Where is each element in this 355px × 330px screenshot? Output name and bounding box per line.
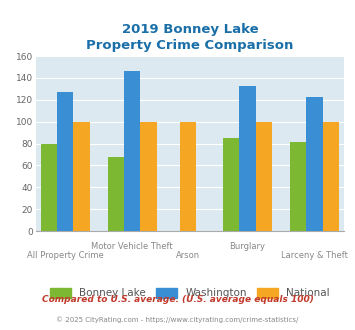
Legend: Bonney Lake, Washington, National: Bonney Lake, Washington, National: [46, 283, 334, 303]
Bar: [256, 122, 272, 231]
Text: Larceny & Theft: Larceny & Theft: [281, 251, 348, 260]
Bar: [180, 122, 196, 231]
Text: © 2025 CityRating.com - https://www.cityrating.com/crime-statistics/: © 2025 CityRating.com - https://www.city…: [56, 316, 299, 323]
Bar: [323, 122, 339, 231]
Text: Motor Vehicle Theft: Motor Vehicle Theft: [92, 242, 173, 251]
Bar: [41, 144, 57, 231]
Title: 2019 Bonney Lake
Property Crime Comparison: 2019 Bonney Lake Property Crime Comparis…: [86, 23, 294, 52]
Bar: [57, 92, 73, 231]
Bar: [124, 71, 141, 231]
Bar: [73, 122, 90, 231]
Bar: [141, 122, 157, 231]
Text: Arson: Arson: [176, 251, 200, 260]
Bar: [108, 157, 124, 231]
Bar: [290, 143, 306, 231]
Bar: [239, 85, 256, 231]
Bar: [306, 97, 323, 231]
Text: Compared to U.S. average. (U.S. average equals 100): Compared to U.S. average. (U.S. average …: [42, 295, 313, 304]
Text: Burglary: Burglary: [230, 242, 266, 251]
Text: All Property Crime: All Property Crime: [27, 251, 104, 260]
Bar: [223, 138, 239, 231]
